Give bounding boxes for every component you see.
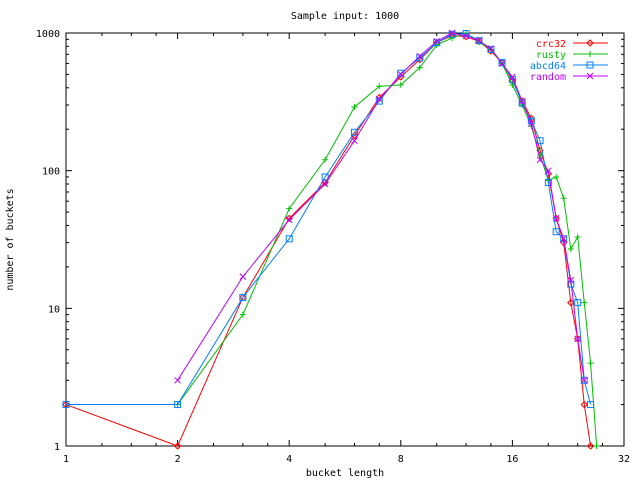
plot-frame [65,32,625,447]
data-point-abcd64 [587,401,595,409]
x-tick-label: 8 [398,454,404,465]
data-point-rusty [239,311,246,318]
data-point-rusty [397,81,404,88]
data-point-crc32 [580,400,588,409]
data-point-rusty [351,104,358,111]
data-point-random [509,73,516,81]
y-tick-label: 100 [42,167,60,178]
data-point-random [498,60,506,67]
x-tick-label: 32 [618,454,630,465]
data-point-abcd64 [475,37,483,45]
data-point-random [397,71,405,78]
series-line-rusty [177,32,598,447]
data-point-random [375,95,383,103]
data-point-random [321,180,329,188]
data-point-rusty [553,173,560,180]
data-point-rusty [560,195,567,202]
x-axis-label: bucket length [306,468,384,479]
axis-ticks: 1 2 4 8 16 32 1 10 100 1000 [36,29,630,465]
data-point-random [528,120,535,127]
data-point-random [536,156,544,164]
data-point-abcd64 [62,401,70,409]
data-point-crc32 [586,442,595,450]
series-line-crc32 [65,34,592,447]
data-point-abcd64 [560,235,568,243]
legend-label-crc32: crc32 [536,39,566,50]
data-point-abcd64 [536,137,544,145]
data-point-rusty [416,64,423,71]
data-point-rusty [587,360,594,367]
series-rusty [174,30,600,449]
data-point-random [574,335,582,343]
x-tick-label: 2 [175,454,181,465]
x-tick-label: 16 [506,454,518,465]
data-point-random [560,235,568,243]
legend-label-abcd64: abcd64 [530,61,566,72]
data-point-abcd64 [498,59,506,67]
series-layer [62,29,600,450]
data-point-abcd64 [552,228,560,236]
data-point-abcd64 [397,69,405,77]
data-point-random [580,376,588,384]
legend-label-rusty: rusty [536,50,566,61]
data-point-random [475,37,483,44]
data-point-random [487,45,495,52]
series-crc32 [62,31,595,450]
data-point-abcd64 [239,293,247,301]
data-point-rusty [567,245,574,252]
data-point-abcd64 [174,401,182,409]
legend-label-random: random [530,72,566,83]
y-tick-label: 1 [54,442,60,453]
series-random [174,29,588,384]
data-point-abcd64 [350,128,358,136]
data-point-rusty [449,34,456,41]
data-point-random [448,29,456,37]
data-point-random [462,32,470,40]
data-point-abcd64 [433,39,441,47]
data-point-rusty [286,205,293,212]
data-point-random [174,376,181,384]
data-point-rusty [322,156,329,163]
legend-marker-abcd64 [586,61,594,69]
data-point-abcd64 [321,173,329,181]
data-point-crc32 [173,442,182,450]
legend-marker-random [586,72,594,80]
data-point-random [552,215,560,222]
chart-title: Sample input: 1000 [291,11,399,22]
x-tick-label: 1 [63,454,69,465]
data-point-random [567,276,575,284]
data-point-random [544,167,552,175]
data-point-abcd64 [375,97,383,105]
data-point-abcd64 [544,179,552,187]
data-point-rusty [574,233,581,240]
data-point-random [433,37,441,45]
y-axis-label: number of buckets [5,188,16,290]
data-point-rusty [593,443,600,449]
data-point-rusty [581,299,588,306]
data-point-random [239,273,247,280]
series-line-random [177,32,585,381]
data-point-rusty [537,151,544,158]
data-point-abcd64 [574,299,582,307]
y-tick-label: 10 [48,304,60,315]
series-line-abcd64 [66,33,592,406]
legend-marker-crc32 [586,39,594,47]
x-tick-label: 4 [286,454,292,465]
data-point-abcd64 [416,54,424,62]
data-point-random [518,97,526,105]
data-point-random [351,137,358,145]
data-point-random [416,52,424,60]
data-point-rusty [376,83,383,90]
legend-marker-rusty [587,51,593,57]
data-point-abcd64 [487,45,495,53]
data-point-abcd64 [285,235,293,243]
data-point-random [285,216,293,224]
y-tick-label: 1000 [36,29,60,40]
